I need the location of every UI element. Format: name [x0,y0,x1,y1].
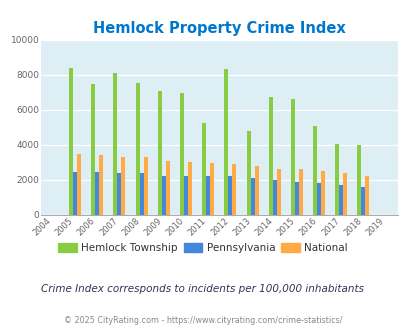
Bar [357,146,360,214]
Bar [139,173,143,214]
Bar [316,183,320,214]
Bar [312,126,316,214]
Bar [272,180,276,214]
Bar [298,169,302,214]
Bar [276,169,280,214]
Legend: Hemlock Township, Pennsylvania, National: Hemlock Township, Pennsylvania, National [54,239,351,257]
Bar [268,97,272,214]
Bar [254,166,258,214]
Bar [165,161,169,215]
Bar [294,182,298,214]
Bar [232,164,236,214]
Title: Hemlock Property Crime Index: Hemlock Property Crime Index [93,21,345,36]
Bar [364,177,369,214]
Bar [206,176,210,214]
Bar [69,68,73,215]
Bar [179,93,183,214]
Bar [343,173,346,214]
Bar [188,162,192,214]
Bar [339,185,343,214]
Bar [91,84,95,214]
Text: © 2025 CityRating.com - https://www.cityrating.com/crime-statistics/: © 2025 CityRating.com - https://www.city… [64,316,341,325]
Bar [335,144,339,214]
Bar [117,173,121,214]
Bar [228,176,232,214]
Bar [320,171,324,214]
Bar [246,131,250,214]
Bar [224,69,228,214]
Bar [143,157,147,214]
Bar [77,154,81,214]
Bar [73,172,77,214]
Bar [183,176,188,214]
Bar [158,91,161,214]
Bar [161,176,165,214]
Bar [113,73,117,215]
Bar [99,155,103,214]
Bar [210,163,213,215]
Bar [202,123,206,214]
Bar [290,99,294,214]
Bar [360,187,364,214]
Bar [95,172,99,214]
Bar [250,178,254,214]
Text: Crime Index corresponds to incidents per 100,000 inhabitants: Crime Index corresponds to incidents per… [41,284,364,294]
Bar [135,83,139,214]
Bar [121,157,125,214]
